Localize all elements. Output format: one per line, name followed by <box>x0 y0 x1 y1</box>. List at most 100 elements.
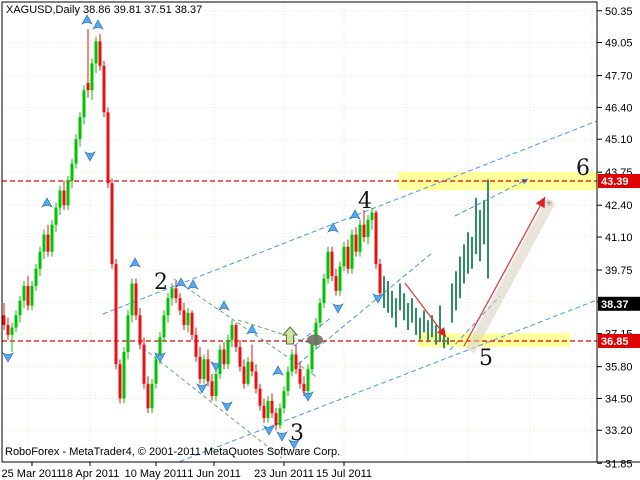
fractal-up-icon <box>92 19 104 30</box>
candle <box>114 263 118 365</box>
green-trendline[interactable] <box>142 347 283 459</box>
red-arrowhead-icon <box>436 327 446 337</box>
candle <box>178 298 182 311</box>
candle <box>186 312 190 326</box>
blue-trendline[interactable] <box>102 120 597 315</box>
candle <box>294 354 298 370</box>
candle <box>194 334 198 357</box>
candle <box>142 344 146 384</box>
up-arrow-marker-icon[interactable] <box>281 326 299 345</box>
red-trend-arrow[interactable] <box>404 282 447 338</box>
candle <box>78 117 82 140</box>
candle <box>98 41 102 66</box>
candle <box>174 288 178 299</box>
candle <box>218 349 222 374</box>
candle <box>46 234 50 252</box>
price-axis-label: 42.40 <box>605 200 633 212</box>
candle <box>94 41 98 64</box>
candle <box>162 315 166 338</box>
plot-area[interactable]: ✳ 2 3 4 5 6 <box>2 2 597 473</box>
candle <box>14 315 18 328</box>
target-zone[interactable] <box>398 171 597 191</box>
candle <box>350 234 354 269</box>
candle <box>226 339 230 365</box>
candle <box>366 219 370 238</box>
fractal-down-icon <box>263 425 275 436</box>
candle <box>26 285 30 306</box>
candle <box>50 224 54 252</box>
candle <box>2 315 6 326</box>
candle <box>58 190 62 208</box>
wave-label-4[interactable]: 4 <box>358 189 372 214</box>
fractal-up-icon <box>129 257 141 268</box>
fractal-down-icon <box>332 303 344 314</box>
candle <box>82 90 86 118</box>
wave-label-6[interactable]: 6 <box>576 156 590 181</box>
candle <box>270 400 274 414</box>
candle <box>130 283 134 316</box>
candle <box>282 391 286 409</box>
candle <box>242 366 246 384</box>
date-axis-label: 25 Mar 2011 <box>2 468 63 480</box>
candle <box>286 371 290 392</box>
candle <box>134 283 138 316</box>
candle <box>122 351 126 399</box>
candle <box>238 347 242 367</box>
gray-star-icon: ✳ <box>545 198 553 208</box>
fractal-down-icon <box>210 361 222 372</box>
candle <box>54 207 58 225</box>
fractal-up-icon <box>218 300 230 311</box>
wave-label-5[interactable]: 5 <box>479 346 493 371</box>
green-trendline[interactable] <box>173 278 319 379</box>
green-trendline[interactable] <box>237 319 314 345</box>
fractal-down-icon <box>302 391 314 402</box>
wave-label-2[interactable]: 2 <box>154 270 168 295</box>
candle <box>246 361 250 384</box>
red-trend-arrow[interactable] <box>463 196 546 347</box>
fractal-down-icon <box>288 439 300 450</box>
candle <box>190 312 194 335</box>
fractal-up-icon <box>327 222 339 233</box>
candle <box>234 325 238 348</box>
price-badge <box>598 333 640 348</box>
candle <box>198 356 202 379</box>
candle <box>182 310 186 326</box>
blue-trendline[interactable] <box>297 252 433 365</box>
candle <box>90 63 94 91</box>
candle <box>330 251 334 277</box>
price-badge-label: 38.37 <box>601 299 629 311</box>
red-arrowhead-icon <box>535 197 545 209</box>
wave-label-3[interactable]: 3 <box>290 421 304 446</box>
candle <box>326 251 330 279</box>
fractal-up-icon <box>349 209 361 220</box>
ellipse-marker[interactable] <box>307 334 323 346</box>
candle <box>314 322 318 345</box>
candle <box>374 212 378 264</box>
fractal-down-icon <box>196 383 208 394</box>
candle <box>322 278 326 304</box>
price-badge <box>598 296 640 311</box>
candle <box>318 303 322 323</box>
candle <box>170 288 174 299</box>
date-axis-label: 1 Jun 2011 <box>187 468 241 480</box>
candle <box>38 251 42 269</box>
price-axis-label: 50.35 <box>605 6 633 18</box>
date-axis-label: 18 Apr 2011 <box>61 468 120 480</box>
candle <box>214 373 218 397</box>
price-axis-label: 39.75 <box>605 265 633 277</box>
blue-arrowhead-icon <box>521 179 528 185</box>
blue-projection-line[interactable] <box>454 178 529 217</box>
candle <box>346 246 350 269</box>
fractal-up-icon <box>187 279 199 290</box>
price-badge <box>598 174 640 188</box>
candle <box>358 224 362 252</box>
candle <box>158 337 162 360</box>
candle <box>278 408 282 426</box>
candle <box>302 383 306 392</box>
candle <box>306 369 310 392</box>
candle <box>138 315 142 345</box>
candle <box>222 349 226 365</box>
price-axis-label: 31.85 <box>605 458 633 470</box>
candle <box>310 344 314 370</box>
